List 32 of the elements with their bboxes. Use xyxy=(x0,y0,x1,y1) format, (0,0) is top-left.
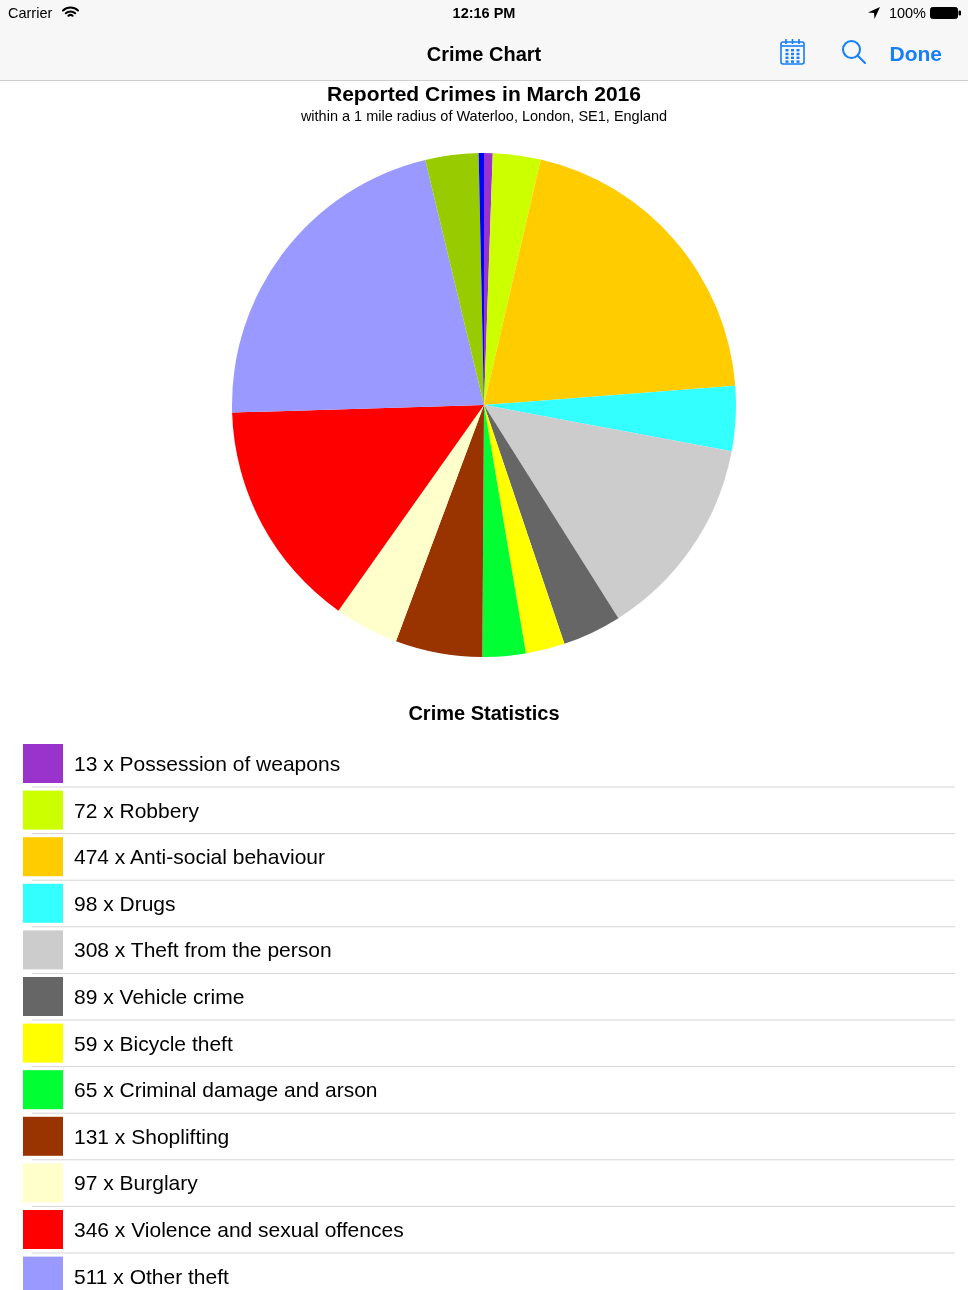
text: Done xyxy=(889,42,942,65)
chart-title: Reported Crimes in March 2016 xyxy=(327,82,641,105)
legend-label: 89 x Vehicle crime xyxy=(74,985,245,1008)
pie-slice xyxy=(484,405,619,644)
pie-slice xyxy=(232,159,484,413)
pie-slice xyxy=(484,405,565,654)
legend-label: 474 x Anti-social behaviour xyxy=(74,845,325,869)
pie-slice xyxy=(484,153,541,405)
pie-slice xyxy=(482,405,526,657)
legend-label: 65 x Criminal damage and arson xyxy=(74,1078,378,1102)
pie-slice xyxy=(395,405,484,657)
text: Carrier xyxy=(8,5,53,21)
pie-slice xyxy=(484,159,736,405)
legend-label: 308 x Theft from the person xyxy=(74,938,332,962)
legend-label: 72 x Robbery xyxy=(74,798,200,822)
text: 100% xyxy=(888,5,927,21)
legend-label: 131 x Shoplifting xyxy=(74,1124,230,1148)
legend-label: 59 x Bicycle theft xyxy=(74,1031,233,1055)
pie-slice xyxy=(425,153,484,405)
legend-label: 13 x Possession of weapons xyxy=(74,752,341,775)
legend-label: 511 x Other theft xyxy=(74,1264,230,1288)
pie-slice xyxy=(232,405,484,611)
legend-label: 97 x Burglary xyxy=(74,1171,199,1195)
legend-label: 346 x Violence and sexual offences xyxy=(74,1218,404,1241)
text: Crime Chart xyxy=(426,43,542,65)
pie-slice xyxy=(484,405,732,619)
chart-subtitle: within a 1 mile radius of Waterloo, London, SE1, England xyxy=(299,108,668,124)
pie-slice xyxy=(484,385,736,452)
legend-title: Crime Statistics xyxy=(408,702,560,724)
legend-label: 98 x Drugs xyxy=(74,891,176,915)
pie-slice xyxy=(338,405,484,642)
text: 12:16 PM xyxy=(452,5,516,21)
